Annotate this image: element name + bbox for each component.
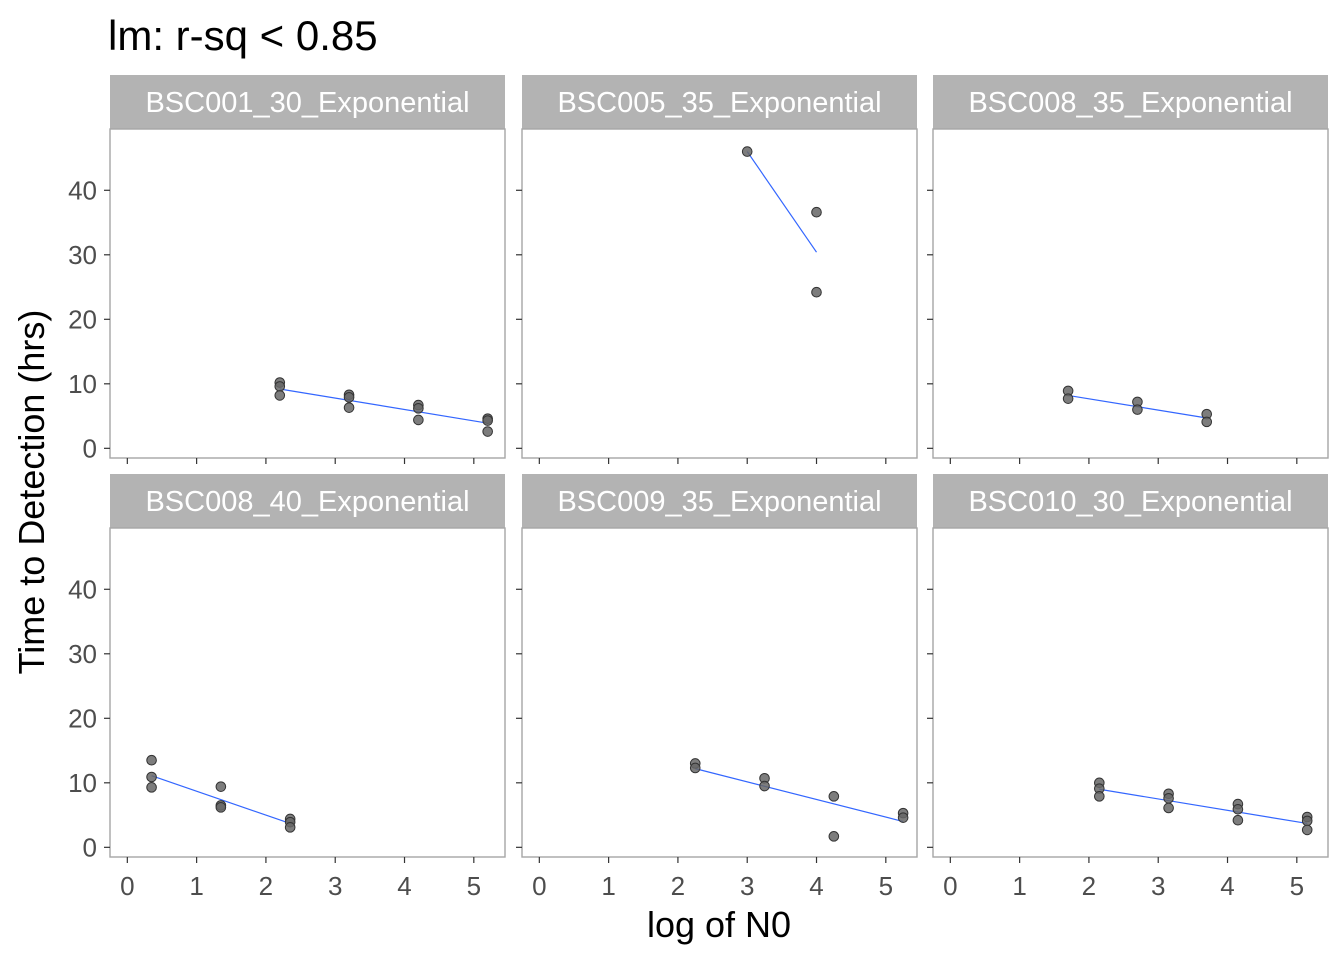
x-tick-label: 2 <box>259 871 273 901</box>
data-point <box>146 754 157 766</box>
panel-border <box>109 527 506 858</box>
x-tick-label: 3 <box>328 871 342 901</box>
facet-strip-label: BSC008_35_Exponential <box>968 87 1292 119</box>
fit-line <box>746 151 818 253</box>
panel-border <box>521 527 918 858</box>
x-tick-label: 1 <box>189 871 203 901</box>
data-point <box>811 206 822 218</box>
x-tick-label: 5 <box>467 871 481 901</box>
facet-strip <box>933 474 1328 528</box>
x-tick-label: 0 <box>120 871 134 901</box>
data-point <box>1163 802 1174 814</box>
data-point <box>759 780 770 792</box>
facet-strip <box>110 75 505 129</box>
data-point <box>811 286 822 298</box>
x-tick-label: 4 <box>809 871 823 901</box>
fit-line <box>695 768 904 823</box>
facet-strip-label: BSC010_30_Exponential <box>968 486 1292 518</box>
facet-panel: BSC008_35_Exponential <box>927 75 1329 464</box>
x-tick-label: 3 <box>1151 871 1165 901</box>
data-point <box>343 392 355 403</box>
facet-panel: BSC005_35_Exponential <box>516 75 918 464</box>
data-point <box>1062 393 1074 404</box>
x-tick-label: 5 <box>879 871 893 901</box>
x-axis-title: log of N0 <box>647 904 791 945</box>
x-tick-label: 1 <box>601 871 615 901</box>
y-tick-label: 10 <box>68 369 97 399</box>
facet-strip <box>522 474 917 528</box>
data-point <box>215 781 227 792</box>
facet-strip-label: BSC005_35_Exponential <box>557 87 881 119</box>
data-point <box>413 403 424 414</box>
data-point <box>1232 814 1244 826</box>
x-tick-label: 5 <box>1290 871 1304 901</box>
fit-line <box>279 388 488 424</box>
data-point <box>413 414 424 426</box>
panel-border <box>109 128 506 459</box>
facet-strip <box>110 474 505 528</box>
x-tick-label: 2 <box>1082 871 1096 901</box>
y-tick-label: 0 <box>83 832 97 862</box>
facet-strip <box>933 75 1328 129</box>
data-point <box>1201 416 1213 428</box>
data-point <box>1132 404 1143 415</box>
data-point <box>1163 792 1174 804</box>
y-tick-label: 30 <box>68 639 97 669</box>
data-point <box>1232 803 1244 815</box>
facet-strip-label: BSC001_30_Exponential <box>145 87 469 119</box>
x-tick-label: 1 <box>1012 871 1026 901</box>
y-axis-title: Time to Detection (hrs) <box>11 310 52 675</box>
data-point <box>482 415 493 426</box>
y-tick-label: 10 <box>68 768 97 798</box>
fit-line <box>151 775 291 825</box>
facet-panel: BSC008_40_Exponential 0 10 20 30 40 0 1 2 3 4 5 <box>68 474 506 901</box>
data-point <box>1094 791 1105 802</box>
facet-panel: BSC001_30_Exponential 0 10 20 30 40 <box>68 75 506 464</box>
y-tick-label: 20 <box>68 703 97 733</box>
y-tick-label: 0 <box>83 433 97 463</box>
data-point <box>284 822 296 833</box>
x-tick-label: 4 <box>397 871 411 901</box>
facet-strip-label: BSC009_35_Exponential <box>557 486 881 518</box>
y-tick-label: 30 <box>68 240 97 270</box>
panel-border <box>521 128 918 459</box>
data-point <box>146 771 157 783</box>
data-point <box>897 812 909 823</box>
data-point <box>274 390 286 401</box>
fit-line <box>1099 788 1308 825</box>
facet-panel: BSC010_30_Exponential 0 1 2 3 4 5 <box>927 474 1329 901</box>
x-tick-label: 0 <box>943 871 957 901</box>
data-point <box>146 782 157 793</box>
chart-title: lm: r-sq < 0.85 <box>108 12 378 59</box>
x-tick-label: 0 <box>532 871 546 901</box>
data-point <box>482 426 493 437</box>
facet-panel: BSC009_35_Exponential 0 1 2 3 4 5 <box>516 474 918 901</box>
data-point <box>274 381 286 392</box>
data-point <box>1301 815 1313 827</box>
panel-border <box>932 128 1329 459</box>
panel-border <box>932 527 1329 858</box>
facet-strip-label: BSC008_40_Exponential <box>145 486 469 518</box>
data-point <box>741 146 753 157</box>
y-tick-label: 20 <box>68 304 97 334</box>
y-tick-label: 40 <box>68 574 97 604</box>
data-point <box>215 802 227 813</box>
data-point <box>828 791 840 802</box>
x-tick-label: 2 <box>671 871 685 901</box>
data-point <box>828 831 840 842</box>
facet-panels: BSC001_30_Exponential010203040BSC005_35_… <box>68 75 1329 901</box>
data-point <box>343 402 355 413</box>
data-point <box>1301 824 1313 836</box>
x-tick-label: 4 <box>1220 871 1234 901</box>
data-point <box>689 762 701 774</box>
y-tick-label: 40 <box>68 175 97 205</box>
x-tick-label: 3 <box>740 871 754 901</box>
facet-strip <box>522 75 917 129</box>
